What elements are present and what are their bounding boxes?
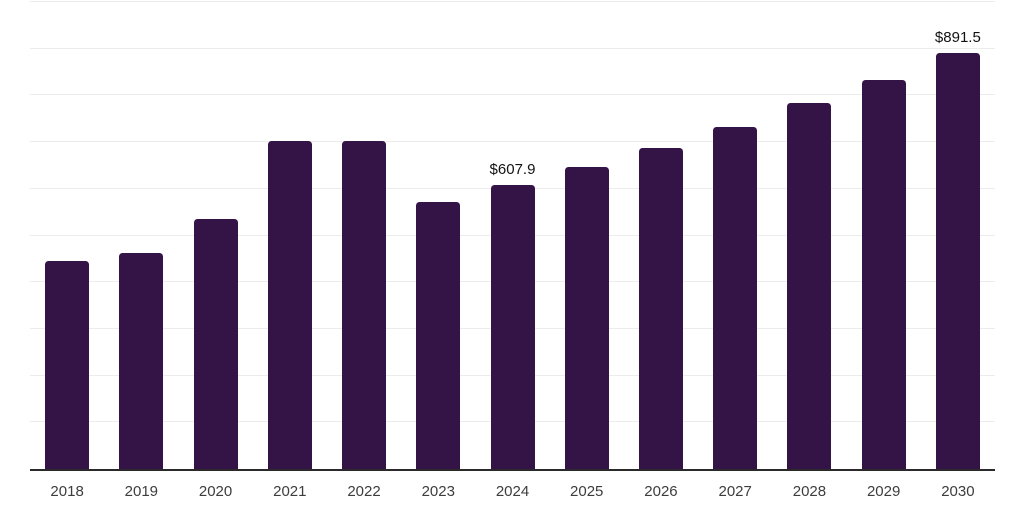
x-tick-label-2028: 2028 bbox=[792, 483, 827, 500]
bar-2020 bbox=[193, 219, 238, 469]
bar-2028 bbox=[787, 103, 832, 469]
bar-2026 bbox=[638, 147, 683, 469]
x-tick-label-2025: 2025 bbox=[570, 483, 604, 500]
bar-2023 bbox=[416, 201, 461, 469]
bar-2024 bbox=[490, 185, 535, 469]
bar-2021 bbox=[267, 140, 312, 469]
x-tick-label-2027: 2027 bbox=[718, 483, 752, 500]
bar-2027 bbox=[713, 127, 758, 469]
x-tick-label-2021: 2021 bbox=[273, 483, 307, 500]
plot-area: $607.9 $891.5 bbox=[30, 1, 995, 471]
x-tick-label-2022: 2022 bbox=[347, 483, 381, 500]
gridline bbox=[30, 141, 995, 143]
bar-2022 bbox=[342, 141, 387, 469]
x-tick-label-2029: 2029 bbox=[866, 483, 901, 500]
gridline bbox=[30, 94, 995, 96]
x-tick-label-2023: 2023 bbox=[421, 483, 455, 500]
gridline bbox=[30, 47, 995, 49]
bar-value-label-2030: $891.5 bbox=[934, 28, 981, 46]
x-tick-label-2030: 2030 bbox=[941, 483, 975, 500]
x-tick-label-2019: 2019 bbox=[124, 483, 159, 500]
bar-2019 bbox=[119, 252, 164, 469]
x-tick-label-2026: 2026 bbox=[644, 483, 678, 500]
x-tick-label-2024: 2024 bbox=[495, 483, 530, 500]
bar-2029 bbox=[861, 79, 906, 469]
x-tick-label-2020: 2020 bbox=[198, 483, 233, 500]
bar-value-label-2024: $607.9 bbox=[489, 161, 536, 179]
gridline bbox=[30, 1, 995, 2]
bar-2030 bbox=[935, 52, 980, 469]
x-axis: 2018 2019 2020 2021 2022 2023 2024 2025 2026 2027… bbox=[30, 471, 995, 507]
bar-2025 bbox=[564, 166, 609, 469]
bar-2018 bbox=[45, 261, 90, 469]
x-tick-label-2018: 2018 bbox=[50, 483, 84, 500]
